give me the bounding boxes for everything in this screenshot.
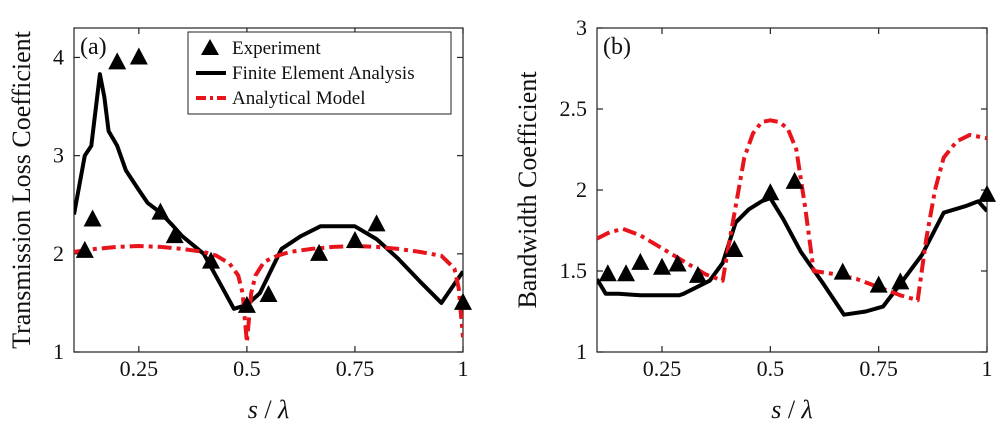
experiment-marker	[83, 209, 102, 227]
series-line-analytical-model	[74, 244, 463, 345]
x-tick-label: 1	[982, 356, 993, 381]
experiment-marker	[237, 295, 256, 313]
legend-label: Experiment	[232, 38, 321, 59]
y-tick-label: 3	[576, 15, 587, 40]
legend-marker-experiment	[201, 39, 219, 55]
x-tick-label: 0.5	[757, 356, 785, 381]
y-axis-label: Transmission Loss Coefficient	[7, 30, 36, 349]
y-tick-label: 1.5	[560, 258, 588, 283]
legend-item-finite-element-analysis: Finite Element Analysis	[196, 63, 415, 84]
experiment-marker	[108, 52, 127, 70]
series-line-analytical-model	[597, 118, 987, 303]
panel-label: (b)	[603, 34, 631, 60]
x-axis-label: s / λ	[771, 395, 813, 424]
series-line-finite-element-analysis	[74, 72, 463, 311]
x-tick-label: 0.75	[336, 356, 375, 381]
experiment-marker	[454, 292, 472, 310]
experiment-marker	[761, 183, 780, 201]
experiment-marker	[785, 171, 804, 189]
experiment-marker	[688, 265, 707, 283]
plot-frame	[596, 27, 988, 353]
experiment-marker	[367, 214, 386, 232]
y-tick-label: 3	[53, 143, 64, 168]
experiment-marker	[310, 243, 329, 261]
legend: Experiment Finite Element Analysis Analyti…	[187, 31, 452, 115]
legend-label: Analytical Model	[232, 88, 366, 109]
y-tick-label: 2	[53, 241, 64, 266]
chart-panel-a: 0.25 0.5 0.75 1 1 2 3 4 s / λ Transmission Loss C…	[7, 27, 472, 424]
experiment-marker	[833, 262, 852, 280]
legend-item-experiment: Experiment	[201, 38, 321, 59]
y-tick-label: 1	[53, 339, 64, 364]
x-tick-label: 0.5	[233, 356, 261, 381]
experiment-marker	[978, 184, 996, 202]
y-axis-label: Bandwidth Coefficient	[513, 71, 542, 309]
panel-label: (a)	[80, 34, 107, 60]
plot-frame	[73, 27, 464, 353]
y-tick-label: 4	[53, 44, 64, 69]
experiment-marker	[631, 252, 650, 270]
experiment-marker	[151, 202, 170, 220]
x-tick-label: 0.25	[120, 356, 159, 381]
x-tick-label: 0.75	[859, 356, 898, 381]
experiment-marker	[345, 231, 364, 249]
y-tick-label: 1	[576, 339, 587, 364]
experiment-marker	[653, 257, 671, 275]
experiment-marker	[202, 251, 221, 269]
legend-item-analytical-model: Analytical Model	[196, 88, 366, 109]
legend-label: Finite Element Analysis	[232, 63, 415, 84]
x-axis-label: s / λ	[248, 395, 290, 424]
experiment-marker	[891, 272, 910, 290]
y-tick-label: 2.5	[560, 96, 588, 121]
experiment-marker	[617, 264, 636, 282]
experiment-marker	[668, 254, 687, 272]
experiment-marker	[129, 47, 148, 65]
legend-box	[187, 31, 452, 115]
y-tick-label: 2	[576, 177, 587, 202]
experiment-marker	[598, 264, 617, 282]
experiment-marker	[259, 285, 278, 303]
experiment-marker	[725, 239, 744, 257]
x-tick-label: 0.25	[643, 356, 682, 381]
x-tick-label: 1	[458, 356, 469, 381]
experiment-marker	[869, 275, 888, 293]
experiment-marker	[165, 226, 184, 244]
chart-panel-b: 0.25 0.5 0.75 1 1 1.5 2 2.5 3 s / λ Bandwidth Coef…	[513, 15, 996, 424]
experiment-marker	[75, 240, 94, 258]
